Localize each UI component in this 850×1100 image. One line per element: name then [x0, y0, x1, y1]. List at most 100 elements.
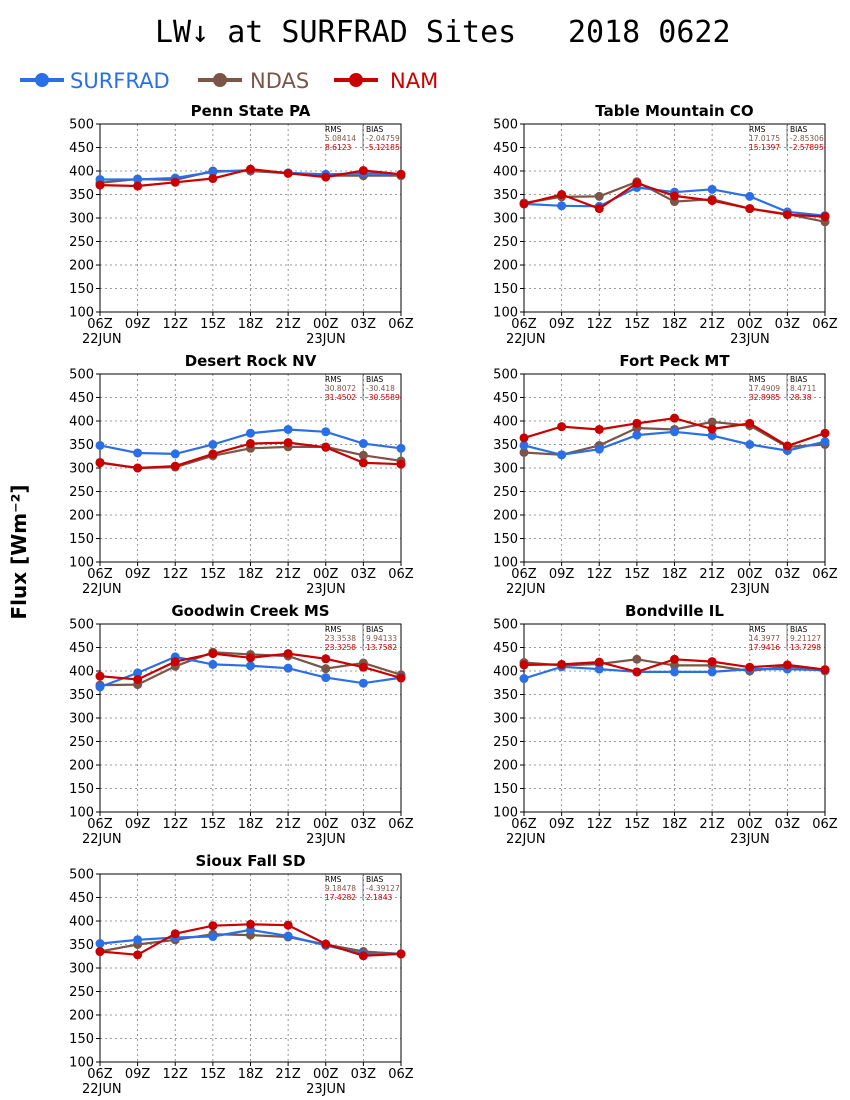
- data-point-nam: [170, 461, 180, 471]
- data-point-surfrad: [208, 440, 218, 449]
- plot-frame: [99, 123, 402, 313]
- x-date-label: 22JUN: [506, 832, 546, 847]
- data-point-nam: [283, 649, 293, 659]
- x-date-label: 23JUN: [730, 582, 770, 597]
- stats-rms-nam: 8.6123: [325, 143, 351, 152]
- stats-header-rms: RMS: [325, 375, 342, 384]
- x-tick-label: 06Z: [87, 317, 113, 332]
- y-tick-label: 300: [493, 712, 518, 727]
- data-point-surfrad: [283, 931, 293, 941]
- panel-title: Desert Rock NV: [185, 352, 317, 370]
- legend-marker-nam: [349, 73, 363, 87]
- y-tick-label: 350: [69, 688, 94, 703]
- x-tick-label: 12Z: [163, 817, 189, 832]
- stats-bias-nam: 13.7298: [790, 643, 821, 652]
- data-point-ndas: [632, 654, 642, 664]
- stats-bias-ndas: -30.418: [366, 384, 395, 393]
- legend-item-nam: NAM: [334, 69, 438, 93]
- data-point-nam: [246, 439, 255, 449]
- y-tick-label: 100: [493, 306, 518, 321]
- data-point-surfrad: [208, 932, 218, 942]
- y-tick-label: 200: [69, 759, 94, 774]
- stats-rms-nam: 31.4502: [325, 393, 356, 402]
- x-tick-label: 18Z: [238, 1067, 264, 1082]
- chart-panel: Table Mountain CO 100 150 200 250 300 350 400 45…: [493, 102, 838, 347]
- x-tick-label: 09Z: [125, 817, 151, 832]
- plot-frame: [99, 623, 402, 813]
- y-tick-label: 350: [69, 938, 94, 953]
- data-point-nam: [321, 172, 331, 182]
- x-tick-label: 00Z: [313, 317, 339, 332]
- data-point-nam: [133, 674, 143, 684]
- stats-bias-nam: -2.57895: [790, 143, 824, 152]
- x-tick-label: 06Z: [511, 317, 537, 332]
- x-tick-label: 12Z: [163, 317, 189, 332]
- data-point-nam: [745, 662, 755, 672]
- y-tick-label: 450: [69, 141, 94, 156]
- x-tick-label: 09Z: [549, 817, 575, 832]
- legend-label-ndas: NDAS: [250, 69, 309, 93]
- data-point-surfrad: [632, 430, 642, 440]
- chart-panel: Sioux Fall SD 100 150 200 250 300 350 400 450 500…: [69, 852, 414, 1097]
- data-point-nam: [170, 657, 180, 667]
- x-tick-label: 06Z: [812, 567, 838, 582]
- y-tick-label: 250: [493, 235, 518, 250]
- data-point-nam: [283, 920, 293, 930]
- x-tick-label: 06Z: [87, 567, 113, 582]
- x-tick-label: 03Z: [351, 567, 377, 582]
- stats-bias-ndas: -2.85306: [790, 134, 824, 143]
- data-point-nam: [782, 210, 792, 220]
- y-tick-label: 300: [493, 212, 518, 227]
- y-tick-label: 250: [69, 985, 94, 1000]
- chart-panel: Penn State PA 100 150 200 250 300 350 400 450 500…: [69, 102, 414, 347]
- data-point-surfrad: [133, 448, 143, 458]
- x-tick-label: 06Z: [87, 1067, 113, 1082]
- data-point-surfrad: [321, 673, 331, 683]
- data-point-nam: [246, 919, 255, 929]
- data-point-nam: [170, 929, 180, 939]
- y-tick-label: 200: [69, 1009, 94, 1024]
- data-point-nam: [133, 463, 143, 473]
- legend-marker-surfrad: [35, 73, 49, 87]
- stats-header-bias: BIAS: [366, 875, 383, 884]
- data-point-nam: [707, 424, 717, 434]
- legend-marker-ndas: [213, 73, 227, 87]
- data-point-nam: [95, 458, 105, 468]
- y-tick-label: 100: [69, 556, 94, 571]
- data-point-nam: [208, 921, 218, 931]
- data-point-nam: [133, 950, 143, 960]
- data-point-nam: [820, 428, 830, 438]
- stats-bias-ndas: 9.94133: [366, 634, 397, 643]
- data-point-surfrad: [519, 440, 529, 450]
- panel-title: Table Mountain CO: [595, 102, 753, 120]
- x-date-label: 22JUN: [82, 332, 122, 347]
- x-tick-label: 00Z: [313, 817, 339, 832]
- data-point-nam: [321, 442, 331, 452]
- x-tick-label: 00Z: [313, 1067, 339, 1082]
- legend-item-ndas: NDAS: [198, 69, 309, 93]
- data-point-surfrad: [594, 664, 604, 674]
- panel-title: Sioux Fall SD: [195, 852, 305, 870]
- x-tick-label: 03Z: [351, 1067, 377, 1082]
- plot-frame: [523, 373, 826, 563]
- x-date-label: 23JUN: [306, 832, 346, 847]
- stats-rms-nam: 17.4282: [325, 893, 356, 902]
- stats-header-rms: RMS: [749, 125, 766, 134]
- x-tick-label: 18Z: [662, 317, 688, 332]
- y-tick-label: 200: [69, 509, 94, 524]
- x-tick-label: 18Z: [662, 567, 688, 582]
- data-point-surfrad: [396, 443, 406, 453]
- stats-rms-ndas: 17.0175: [749, 134, 780, 143]
- y-tick-label: 350: [493, 688, 518, 703]
- y-tick-label: 150: [493, 532, 518, 547]
- stats-rms-ndas: 23.3538: [325, 634, 356, 643]
- stats-rms-nam: 17.9416: [749, 643, 780, 652]
- data-point-ndas: [519, 447, 529, 457]
- y-axis-label: Flux [Wm⁻²]: [7, 484, 31, 619]
- y-tick-label: 150: [69, 782, 94, 797]
- y-tick-label: 400: [69, 165, 94, 180]
- x-tick-label: 21Z: [275, 567, 301, 582]
- y-tick-label: 400: [493, 415, 518, 430]
- data-point-ndas: [358, 450, 368, 460]
- x-date-label: 23JUN: [306, 582, 346, 597]
